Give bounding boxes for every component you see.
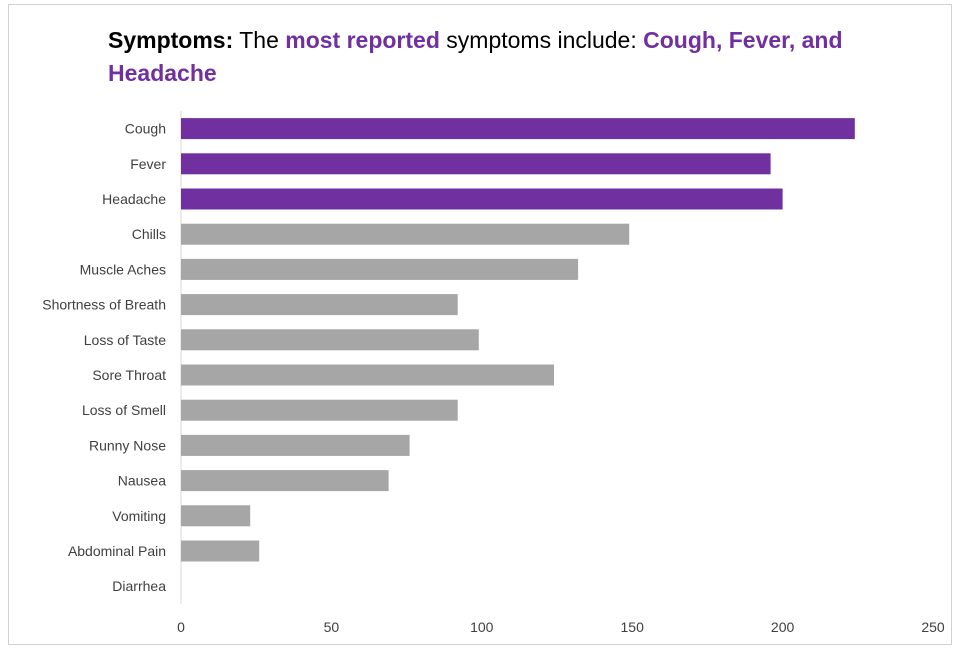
category-label-muscle-aches: Muscle Aches xyxy=(80,261,166,277)
category-label-loss-of-taste: Loss of Taste xyxy=(84,332,166,348)
bar-runny-nose xyxy=(181,434,410,456)
category-label-headache: Headache xyxy=(102,191,166,207)
x-tick-label-250: 250 xyxy=(921,619,945,635)
chart-frame xyxy=(8,4,952,645)
category-label-sore-throat: Sore Throat xyxy=(92,367,166,383)
category-label-chills: Chills xyxy=(132,226,166,242)
bar-loss-of-smell xyxy=(181,399,458,421)
chart-title: Symptoms: The most reported symptoms inc… xyxy=(108,24,888,90)
category-label-runny-nose: Runny Nose xyxy=(89,437,166,453)
bar-chills xyxy=(181,223,630,245)
x-tick-label-200: 200 xyxy=(771,619,795,635)
bar-vomiting xyxy=(181,505,251,527)
x-tick-label-0: 0 xyxy=(177,619,185,635)
bar-loss-of-taste xyxy=(181,329,479,351)
bar-cough xyxy=(181,118,855,140)
category-label-nausea: Nausea xyxy=(118,473,166,489)
x-tick-label-100: 100 xyxy=(470,619,494,635)
title-lead: Symptoms: xyxy=(108,27,234,53)
title-text-1: The xyxy=(233,27,286,53)
bar-nausea xyxy=(181,470,389,492)
category-label-loss-of-smell: Loss of Smell xyxy=(82,402,166,418)
title-text-2: symptoms include: xyxy=(439,27,644,53)
bar-fever xyxy=(181,153,771,175)
category-label-shortness-of-breath: Shortness of Breath xyxy=(42,297,166,313)
bar-headache xyxy=(181,188,783,210)
x-tick-label-150: 150 xyxy=(621,619,645,635)
bar-shortness-of-breath xyxy=(181,294,458,316)
category-label-cough: Cough xyxy=(125,121,166,137)
bar-abdominal-pain xyxy=(181,540,260,562)
title-highlight-most-reported: most reported xyxy=(285,27,440,53)
bar-muscle-aches xyxy=(181,258,579,280)
category-label-diarrhea: Diarrhea xyxy=(112,578,166,594)
category-label-vomiting: Vomiting xyxy=(112,508,166,524)
title-highlight-symptoms: Cough, Fever, and Headache xyxy=(108,27,843,86)
x-tick-label-50: 50 xyxy=(324,619,340,635)
category-label-abdominal-pain: Abdominal Pain xyxy=(68,543,166,559)
category-label-fever: Fever xyxy=(130,156,166,172)
bar-sore-throat xyxy=(181,364,554,386)
